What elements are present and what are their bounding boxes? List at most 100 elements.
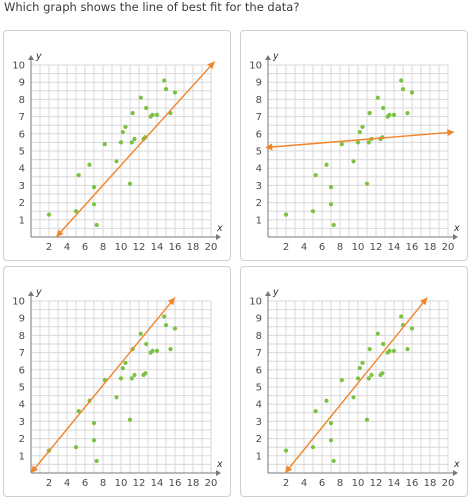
data-point [154, 112, 160, 117]
best-fit-line [30, 297, 176, 474]
y-tick-label: 8 [19, 331, 25, 342]
answer-choice-2[interactable]: 2 4 6 8 10 12 14 16 18 20 1 2 3 4 5 6 7 8 9 10 x y [240, 30, 468, 261]
data-point [91, 202, 97, 207]
data-point [387, 112, 392, 117]
data-point [324, 398, 329, 403]
data-point [123, 124, 128, 130]
data-point [163, 322, 169, 328]
data-point [129, 376, 134, 381]
x-tick-label: 4 [301, 478, 307, 489]
data-point [91, 438, 97, 443]
data-point [150, 112, 155, 117]
y-tick-label: 6 [19, 365, 25, 376]
y-axis-label: y [35, 51, 42, 62]
data-point [366, 376, 371, 381]
y-tick-label: 7 [256, 348, 262, 359]
x-tick-label: 8 [100, 478, 106, 489]
x-tick-label: 20 [205, 242, 218, 253]
data-point [162, 314, 167, 319]
x-tick-label: 10 [115, 478, 128, 489]
line-arrowhead-icon [285, 465, 293, 473]
y-tick-label: 4 [19, 400, 25, 411]
data-point [355, 376, 361, 381]
data-point [331, 458, 336, 464]
y-tick-label: 9 [256, 314, 262, 325]
data-point [76, 172, 81, 178]
y-tick-label: 5 [256, 383, 262, 394]
data-point [144, 105, 149, 111]
x-tick-label: 6 [319, 478, 325, 489]
y-tick-label: 5 [256, 147, 262, 158]
x-tick-label: 8 [337, 242, 343, 253]
x-tick-label: 12 [370, 478, 383, 489]
y-tick-label: 7 [256, 112, 262, 123]
data-point [118, 140, 124, 145]
data-point [409, 326, 415, 331]
data-point [381, 341, 386, 347]
x-axis-arrow-icon [216, 470, 221, 476]
y-tick-label: 4 [256, 400, 262, 411]
y-tick-label: 10 [12, 297, 25, 308]
x-tick-label: 4 [301, 242, 307, 253]
y-tick-label: 8 [256, 95, 262, 106]
x-tick-label: 12 [370, 242, 383, 253]
x-tick-label: 2 [46, 242, 52, 253]
x-tick-label: 2 [46, 478, 52, 489]
data-point [172, 326, 178, 331]
data-point [367, 347, 372, 352]
data-point [351, 159, 356, 164]
x-tick-label: 12 [133, 242, 146, 253]
data-point [381, 105, 386, 111]
data-point [127, 181, 133, 186]
data-point [91, 185, 97, 190]
data-point [387, 348, 392, 353]
data-point [375, 95, 380, 100]
data-point [405, 347, 410, 352]
y-tick-label: 10 [249, 297, 262, 308]
y-tick-label: 2 [256, 198, 262, 209]
x-axis-arrow-icon [453, 470, 458, 476]
x-axis-label: x [216, 223, 223, 234]
x-tick-label: 14 [151, 478, 164, 489]
y-axis-label: y [272, 287, 279, 298]
data-point [391, 112, 397, 117]
data-point [331, 222, 336, 228]
data-point [310, 445, 316, 450]
y-tick-label: 9 [256, 78, 262, 89]
data-point [94, 458, 99, 464]
data-point [324, 162, 329, 167]
x-tick-label: 10 [352, 242, 365, 253]
y-axis-arrow-icon [28, 291, 34, 296]
data-point [46, 212, 52, 217]
line-arrowhead-icon [31, 465, 39, 473]
data-point [168, 347, 173, 352]
data-point [123, 360, 128, 366]
answer-choice-3[interactable]: 2 4 6 8 10 12 14 16 18 20 1 2 3 4 5 6 7 8 9 10 x y [3, 266, 231, 497]
y-tick-label: 6 [256, 129, 262, 140]
data-point [144, 341, 149, 347]
answer-choice-1[interactable]: 2 4 6 8 10 12 14 16 18 20 1 2 3 4 5 6 7 8 9 10 x y [3, 30, 231, 261]
best-fit-line [266, 131, 454, 149]
x-tick-label: 16 [169, 242, 182, 253]
data-point [351, 395, 356, 400]
y-tick-label: 3 [19, 417, 25, 428]
y-tick-label: 1 [19, 451, 25, 462]
x-tick-label: 14 [388, 242, 401, 253]
x-tick-label: 16 [169, 478, 182, 489]
answer-choice-4[interactable]: 2 4 6 8 10 12 14 16 18 20 1 2 3 4 5 6 7 8 9 10 x y [240, 266, 468, 497]
data-point [355, 140, 361, 145]
y-axis-arrow-icon [265, 55, 271, 60]
x-axis-arrow-icon [453, 234, 458, 240]
line-arrowhead-icon [420, 297, 428, 306]
x-tick-label: 20 [442, 478, 455, 489]
y-tick-label: 8 [19, 95, 25, 106]
y-tick-label: 8 [256, 331, 262, 342]
y-tick-label: 3 [19, 181, 25, 192]
data-point [91, 421, 97, 426]
y-tick-label: 7 [19, 112, 25, 123]
x-axis-label: x [453, 459, 460, 470]
x-tick-label: 6 [82, 478, 88, 489]
data-point [154, 348, 160, 353]
